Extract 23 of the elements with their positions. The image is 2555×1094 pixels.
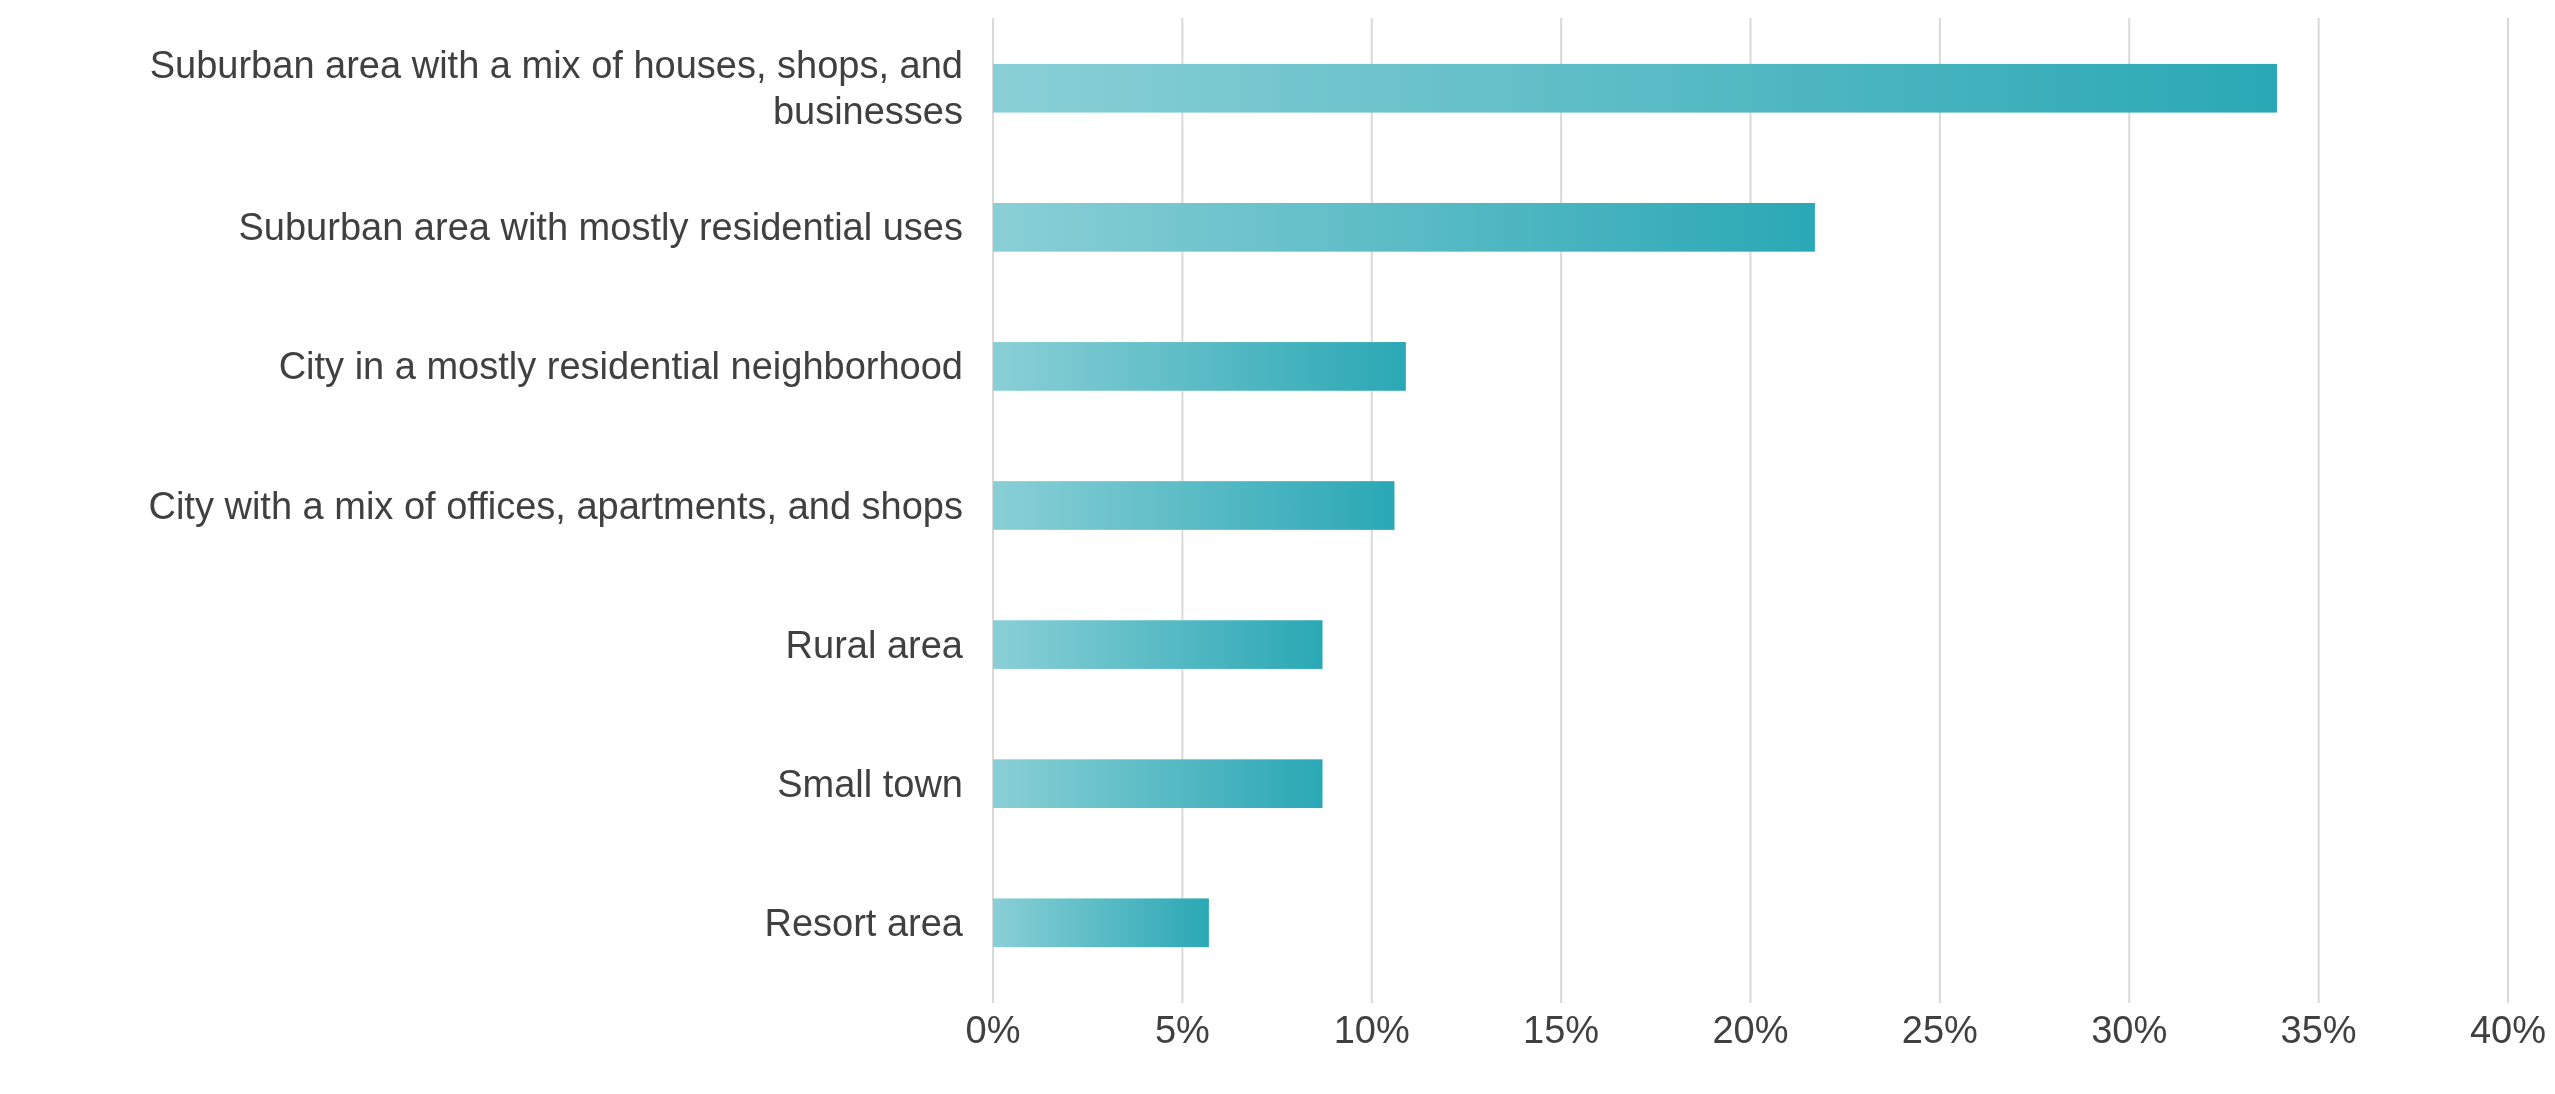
y-tick-label: Resort area [764,901,964,944]
x-tick-label: 30% [2091,1009,2168,1051]
x-tick-label: 15% [1523,1009,1600,1051]
y-tick-label: Rural area [785,623,964,666]
x-tick-label: 25% [1901,1009,1978,1051]
y-tick-label: Suburban area with mostly residential uses [238,206,963,249]
bar [993,342,1406,391]
x-tick-label: 0% [965,1009,1021,1051]
y-tick-label: City in a mostly residential neighborhood [278,345,963,388]
x-tick-label: 10% [1333,1009,1410,1051]
y-tick-label: Suburban area with a mix of houses, shops, and businesses [149,44,963,133]
bar [993,63,2277,113]
y-tick-label: City with a mix of offices, apartments, and shops [148,484,963,527]
x-tick-label: 5% [1154,1009,1210,1051]
bar [993,620,1323,669]
y-tick-label: Small town [777,762,963,805]
x-tick-label: 20% [1712,1009,1789,1051]
bar [993,481,1395,530]
x-tick-label: 40% [2469,1009,2547,1051]
x-tick-label: 35% [2280,1009,2357,1051]
bar [993,202,1815,252]
bar [993,898,1209,948]
bar [993,759,1323,809]
